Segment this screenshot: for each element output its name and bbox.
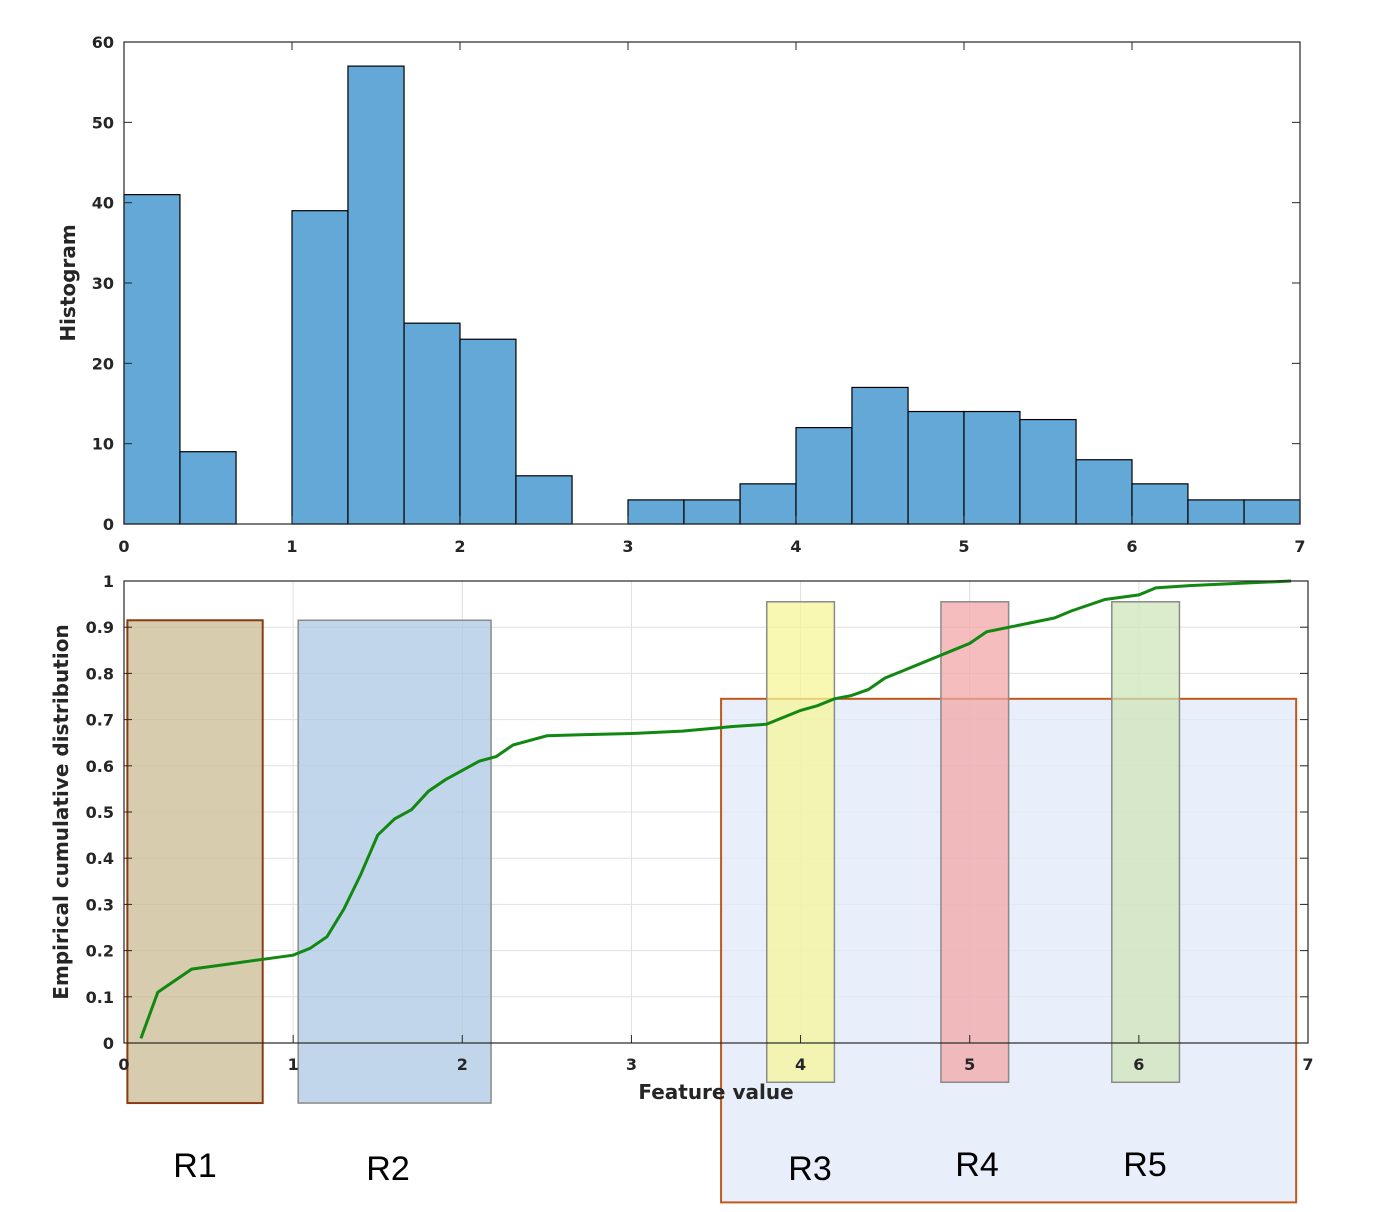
histogram-bar — [1187, 499, 1245, 525]
histogram-y-tick-label: 50 — [92, 113, 114, 132]
histogram-x-tick-label: 3 — [622, 537, 633, 556]
cdf-x-tick-label: 3 — [626, 1055, 637, 1074]
histogram-x-tick-label: 1 — [286, 537, 297, 556]
histogram-bar — [123, 194, 181, 525]
histogram-bar — [403, 322, 461, 525]
region-label-r1: R1 — [173, 1147, 216, 1185]
region-r4-box — [940, 601, 1010, 1084]
histogram-x-tick-label: 0 — [118, 537, 129, 556]
cdf-x-tick-label: 0 — [118, 1055, 129, 1074]
histogram-x-tick-label: 6 — [1126, 537, 1137, 556]
histogram-y-tick-label: 20 — [92, 354, 114, 373]
region-label-r4: R4 — [955, 1146, 998, 1184]
histogram-y-tick-label: 0 — [103, 515, 114, 534]
cdf-chart: 0 1 2 3 4 5 6 7 0 0.1 0.2 0.3 0.4 0.5 0.6 0.7 0.8 0.9 1 F… — [49, 572, 1314, 1204]
cdf-y-tick-label: 0.7 — [86, 711, 114, 730]
cdf-y-axis-label: Empirical cumulative distribution — [49, 624, 73, 999]
histogram-bar — [1019, 418, 1077, 525]
cdf-x-tick-label: 4 — [795, 1055, 806, 1074]
histogram-x-tick-label: 7 — [1294, 537, 1305, 556]
cdf-y-tick-label: 0.3 — [86, 895, 114, 914]
histogram-chart: 0 1 2 3 4 5 6 7 0 10 20 30 40 50 60 Histogram — [56, 33, 1306, 556]
cdf-y-tick-label: 0.5 — [86, 803, 114, 822]
histogram-bar — [963, 410, 1021, 525]
histogram-bar — [291, 210, 349, 525]
histogram-x-ticks: 0 1 2 3 4 5 6 7 — [118, 42, 1306, 556]
cdf-y-tick-label: 1 — [103, 572, 114, 591]
cdf-x-tick-label: 6 — [1133, 1055, 1144, 1074]
cdf-x-tick-label: 2 — [457, 1055, 468, 1074]
cdf-y-ticks: 0 0.1 0.2 0.3 0.4 0.5 0.6 0.7 0.8 0.9 1 — [86, 572, 1308, 1053]
cdf-x-tick-label: 7 — [1302, 1055, 1313, 1074]
histogram-bar — [1243, 499, 1301, 525]
region-r5-box — [1111, 601, 1181, 1084]
histogram-bars — [123, 65, 1301, 525]
histogram-y-tick-label: 10 — [92, 435, 114, 454]
cdf-y-tick-label: 0.8 — [86, 664, 114, 683]
histogram-x-tick-label: 4 — [790, 537, 801, 556]
histogram-bar — [627, 499, 685, 525]
histogram-y-tick-label: 30 — [92, 274, 114, 293]
region-r1-box — [126, 619, 264, 1105]
cdf-x-tick-label: 1 — [288, 1055, 299, 1074]
cdf-x-ticks: 0 1 2 3 4 5 6 7 — [118, 1035, 1314, 1074]
cdf-x-axis-label: Feature value — [638, 1080, 793, 1104]
cdf-y-tick-label: 0.4 — [86, 849, 114, 868]
histogram-y-ticks: 0 10 20 30 40 50 60 — [92, 33, 1300, 534]
region-r3-box — [765, 601, 836, 1084]
cdf-y-tick-label: 0.9 — [86, 618, 114, 637]
cdf-y-tick-label: 0 — [103, 1034, 114, 1053]
histogram-bar — [1075, 459, 1133, 525]
histogram-bar — [739, 483, 797, 525]
cdf-x-tick-label: 5 — [964, 1055, 975, 1074]
histogram-bar — [907, 410, 965, 525]
cdf-regions — [126, 601, 1181, 1105]
histogram-bar — [515, 475, 573, 525]
histogram-bar — [179, 451, 237, 525]
histogram-y-tick-label: 60 — [92, 33, 114, 52]
cdf-y-tick-label: 0.6 — [86, 757, 114, 776]
histogram-bar — [459, 338, 517, 525]
histogram-bar — [347, 65, 405, 525]
histogram-x-tick-label: 5 — [958, 537, 969, 556]
cdf-y-tick-label: 0.2 — [86, 942, 114, 961]
region-label-r2: R2 — [366, 1150, 409, 1188]
histogram-bar — [1131, 483, 1189, 525]
region-label-r5: R5 — [1123, 1146, 1166, 1184]
cdf-series-line — [139, 579, 1292, 1039]
histogram-bar — [851, 386, 909, 525]
cdf-y-tick-label: 0.1 — [86, 988, 114, 1007]
histogram-x-tick-label: 2 — [454, 537, 465, 556]
histogram-y-tick-label: 40 — [92, 194, 114, 213]
histogram-bar — [795, 427, 853, 525]
histogram-bar — [683, 499, 741, 525]
region-label-r3: R3 — [788, 1150, 831, 1188]
histogram-y-axis-label: Histogram — [56, 224, 80, 341]
region-r2-box — [297, 619, 492, 1104]
